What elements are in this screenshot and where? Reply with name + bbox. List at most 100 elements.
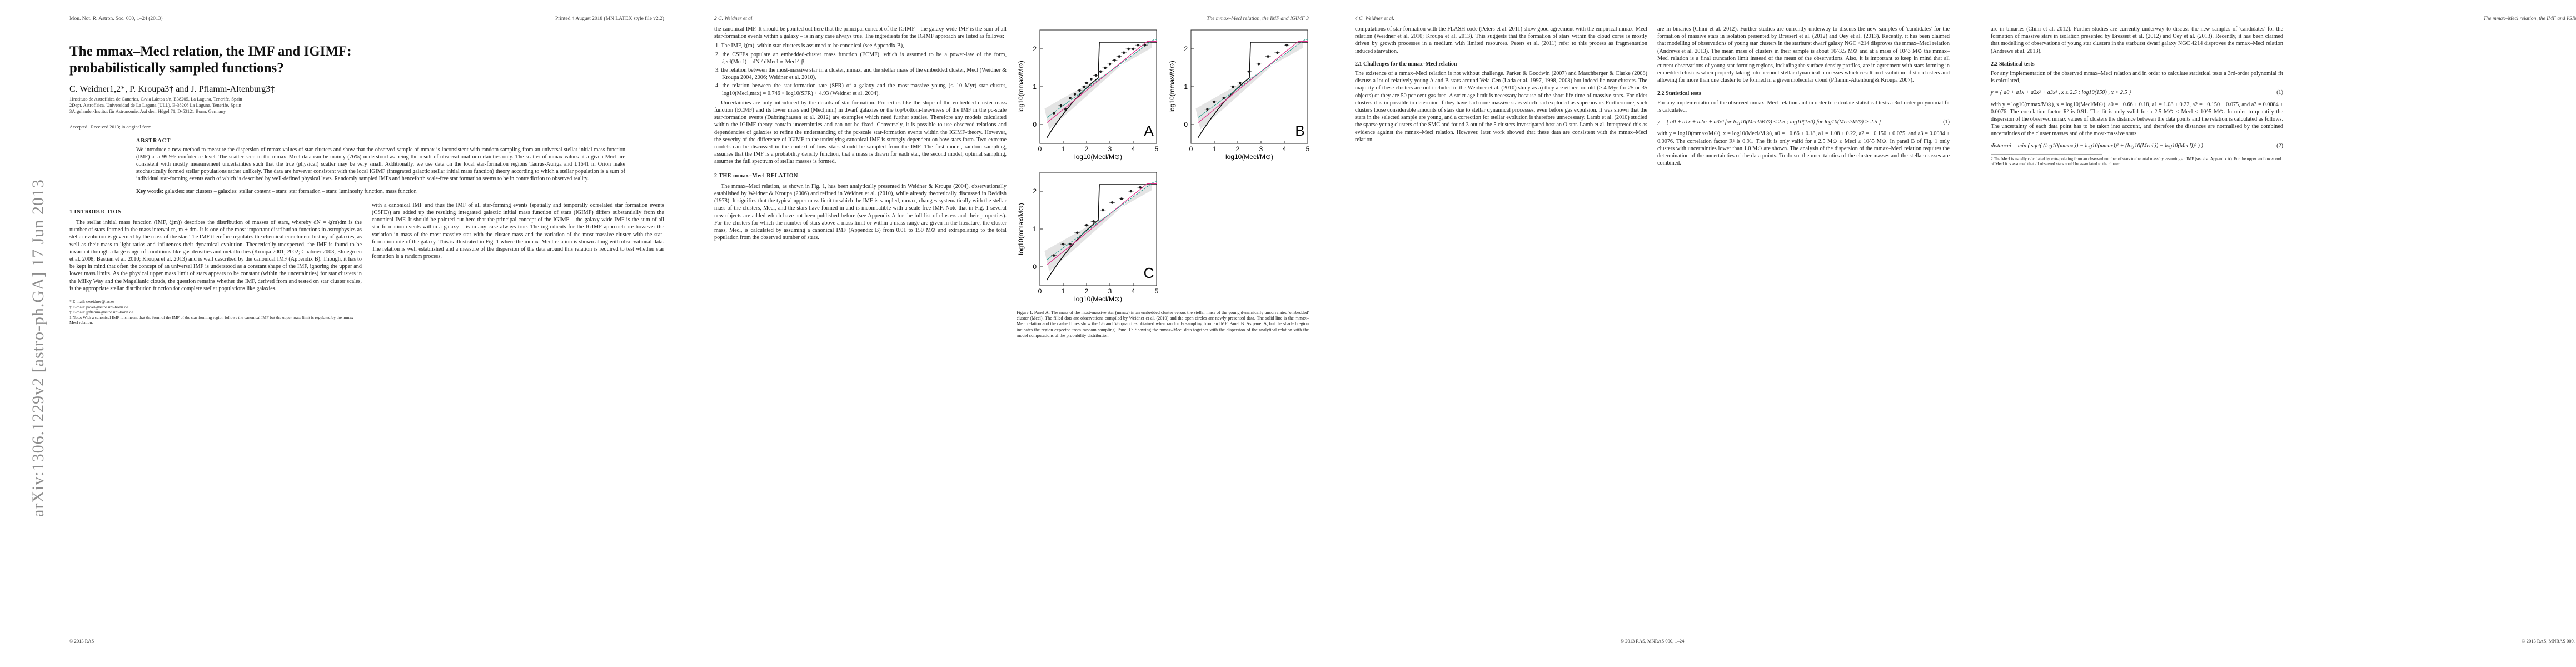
footnote-rule: [69, 297, 181, 299]
footnote: 1 Note: With a canonical IMF it is meant…: [69, 315, 356, 326]
data-point: [1120, 197, 1123, 200]
running-head: 2 C. Weidner et al. The mmax–Mecl relati…: [714, 16, 1309, 23]
paper-title: The mmax–Mecl relation, the IMF and IGIM…: [69, 44, 352, 76]
affiliation: 3Argelander-Institut für Astronomie, Auf…: [69, 108, 226, 115]
body-paragraph: For any implementation of the observed m…: [1657, 99, 1950, 114]
list-item: 2. the CSFEs populate an embedded-cluste…: [715, 51, 1007, 65]
list-item: 1. The IMF, ξ(m), within star clusters i…: [715, 43, 904, 49]
data-point: [1267, 55, 1269, 58]
data-point: [1059, 104, 1063, 107]
panel-label: C: [1144, 265, 1154, 281]
body-paragraph: are in binaries (Chini et al. 2012). Fur…: [1657, 26, 1950, 84]
data-point: [1285, 43, 1288, 47]
running-right: The mmax–Mecl relation, the IMF and IGIM…: [1207, 16, 1309, 22]
quantile-curve: [1198, 39, 1308, 118]
equation-body: y = { a0 + a1x + a2x² + a3x³ , x ≤ 2.5 ;…: [1991, 89, 2131, 96]
running-left: 2 C. Weidner et al.: [714, 16, 754, 22]
x-axis-label: log10(Mecl/M⊙): [1074, 153, 1122, 161]
equation-number: (2): [2276, 142, 2283, 149]
page-4: The mmax–Mecl relation, the IMF and IGIM…: [1969, 0, 2576, 667]
data-point: [1064, 108, 1067, 111]
running-head: 4 C. Weidner et al.: [1355, 16, 1950, 23]
body-paragraph: computations of star formation with the …: [1355, 26, 1647, 54]
random-sampling-band: [1044, 42, 1152, 130]
panel-label: A: [1144, 122, 1154, 139]
x-tick-label: 4: [1132, 145, 1135, 153]
x-tick-label: 0: [1038, 145, 1042, 153]
data-point: [1122, 51, 1125, 54]
y-tick-label: 2: [1184, 45, 1188, 53]
body-paragraph: with a canonical IMF and thus the IMF of…: [372, 202, 664, 260]
data-point: [1206, 108, 1209, 111]
x-tick-label: 5: [1155, 145, 1159, 153]
affiliation: 1Instituto de Astrofísica de Canarias, C…: [69, 96, 242, 102]
footnote: ‡ E-mail: jpflamm@astro.uni-bonn.de: [69, 310, 133, 315]
data-point: [1129, 190, 1133, 193]
x-tick-label: 3: [1259, 145, 1263, 153]
list-item: 4. the relation between the star-formati…: [715, 83, 1007, 97]
body-paragraph: The existence of a mmax–Mecl relation is…: [1355, 71, 1647, 143]
data-point: [1069, 242, 1072, 246]
abstract-text: We introduce a new method to measure the…: [136, 146, 625, 182]
page-1: Mon. Not. R. Astron. Soc. 000, 1–24 (201…: [47, 0, 686, 667]
random-sampling-curve: [1047, 41, 1157, 123]
abstract-heading: ABSTRACT: [136, 138, 171, 145]
data-point: [1248, 70, 1251, 73]
x-tick-label: 2: [1085, 145, 1089, 153]
figure-caption: Figure 1. Panel A: The mass of the most-…: [1017, 310, 1309, 338]
x-tick-label: 4: [1132, 287, 1135, 295]
y-tick-label: 1: [1033, 83, 1037, 91]
data-point: [1110, 201, 1114, 204]
random-sampling-band: [1195, 42, 1303, 130]
equation-body: distancei = min ( sqrt( (log10(mmax,i) −…: [1991, 142, 2203, 149]
running-left: 4 C. Weidner et al.: [1355, 16, 1394, 22]
figure-panel-c: 0 1 2 3 4 5 0 1 2 log10(Mecl/M⊙) log10(mmax/M⊙) C: [1017, 168, 1162, 307]
random-sampling-curve: [1047, 183, 1157, 266]
x-tick-label: 5: [1306, 145, 1310, 153]
running-right: The mmax–Mecl relation, the IMF and IGIM…: [2483, 16, 2576, 22]
copyright: © 2013 RAS, MNRAS 000, 1–24: [2522, 638, 2576, 644]
subsection-heading: 2.2 Statistical tests: [1657, 90, 1701, 97]
figure-panel-b: 0 1 2 3 4 5 0 1 2 log10(Mecl/M⊙) log10(mmax/M⊙) B: [1168, 26, 1313, 165]
random-sampling-curve: [1198, 41, 1308, 123]
data-point: [1102, 208, 1104, 212]
data-point: [1213, 100, 1216, 103]
equation-body: y = { a0 + a1x + a2x² + a3x³ for log10(M…: [1657, 119, 1881, 126]
body-paragraph: the canonical IMF. It should be pointed …: [714, 26, 1007, 40]
data-point: [1075, 231, 1079, 235]
figure-1: 0 1 2 3 4 5 0 1 2 log10(Mecl/M⊙) log10(mmax/M⊙) A 0…: [1017, 26, 1310, 165]
y-tick-label: 0: [1033, 263, 1037, 271]
data-point: [1127, 47, 1130, 51]
footnote: † E-mail: pavel@astro.uni-bonn.de: [69, 304, 128, 310]
section-heading: 2 THE mmax–Mecl RELATION: [714, 172, 798, 179]
x-tick-label: 1: [1062, 287, 1065, 295]
body-paragraph: Uncertainties are only introduced by the…: [714, 99, 1007, 165]
data-point: [1083, 85, 1086, 88]
x-tick-label: 3: [1108, 287, 1112, 295]
x-axis-label: log10(Mecl/M⊙): [1225, 153, 1273, 161]
list-item: 3. the relation between the most-massive…: [715, 67, 1007, 81]
page-3: 4 C. Weidner et al. computations of star…: [1333, 0, 1972, 667]
data-point: [1052, 254, 1055, 257]
subsection-heading: 2.1 Challenges for the mmax–Mecl relatio…: [1355, 61, 1457, 67]
section-heading: 1 INTRODUCTION: [69, 208, 122, 215]
x-tick-label: 0: [1038, 287, 1042, 295]
x-tick-label: 2: [1236, 145, 1240, 153]
data-point: [1085, 81, 1088, 84]
y-axis-label: log10(mmax/M⊙): [1017, 61, 1025, 112]
data-point: [1052, 112, 1055, 115]
running-head: Mon. Not. R. Astron. Soc. 000, 1–24 (201…: [69, 16, 664, 23]
body-paragraph: The mmax–Mecl relation, as shown in Fig.…: [714, 183, 1007, 241]
keywords-text: galaxies: star clusters – galaxies: stel…: [165, 188, 417, 195]
footnote: * E-mail: cweidner@iac.es: [69, 299, 115, 305]
x-tick-label: 0: [1189, 145, 1193, 153]
plot-frame: [1039, 172, 1157, 286]
body-paragraph: with y = log10(mmax/M⊙), x = log10(Mecl/…: [1657, 131, 1950, 167]
x-tick-label: 1: [1213, 145, 1217, 153]
body-paragraph: are in binaries (Chini et al. 2012). Fur…: [1991, 26, 2283, 54]
data-point: [1222, 97, 1225, 99]
data-point: [1099, 70, 1102, 73]
panel-label: B: [1295, 122, 1304, 139]
copyright: © 2013 RAS, MNRAS 000, 1–24: [1620, 638, 1685, 644]
